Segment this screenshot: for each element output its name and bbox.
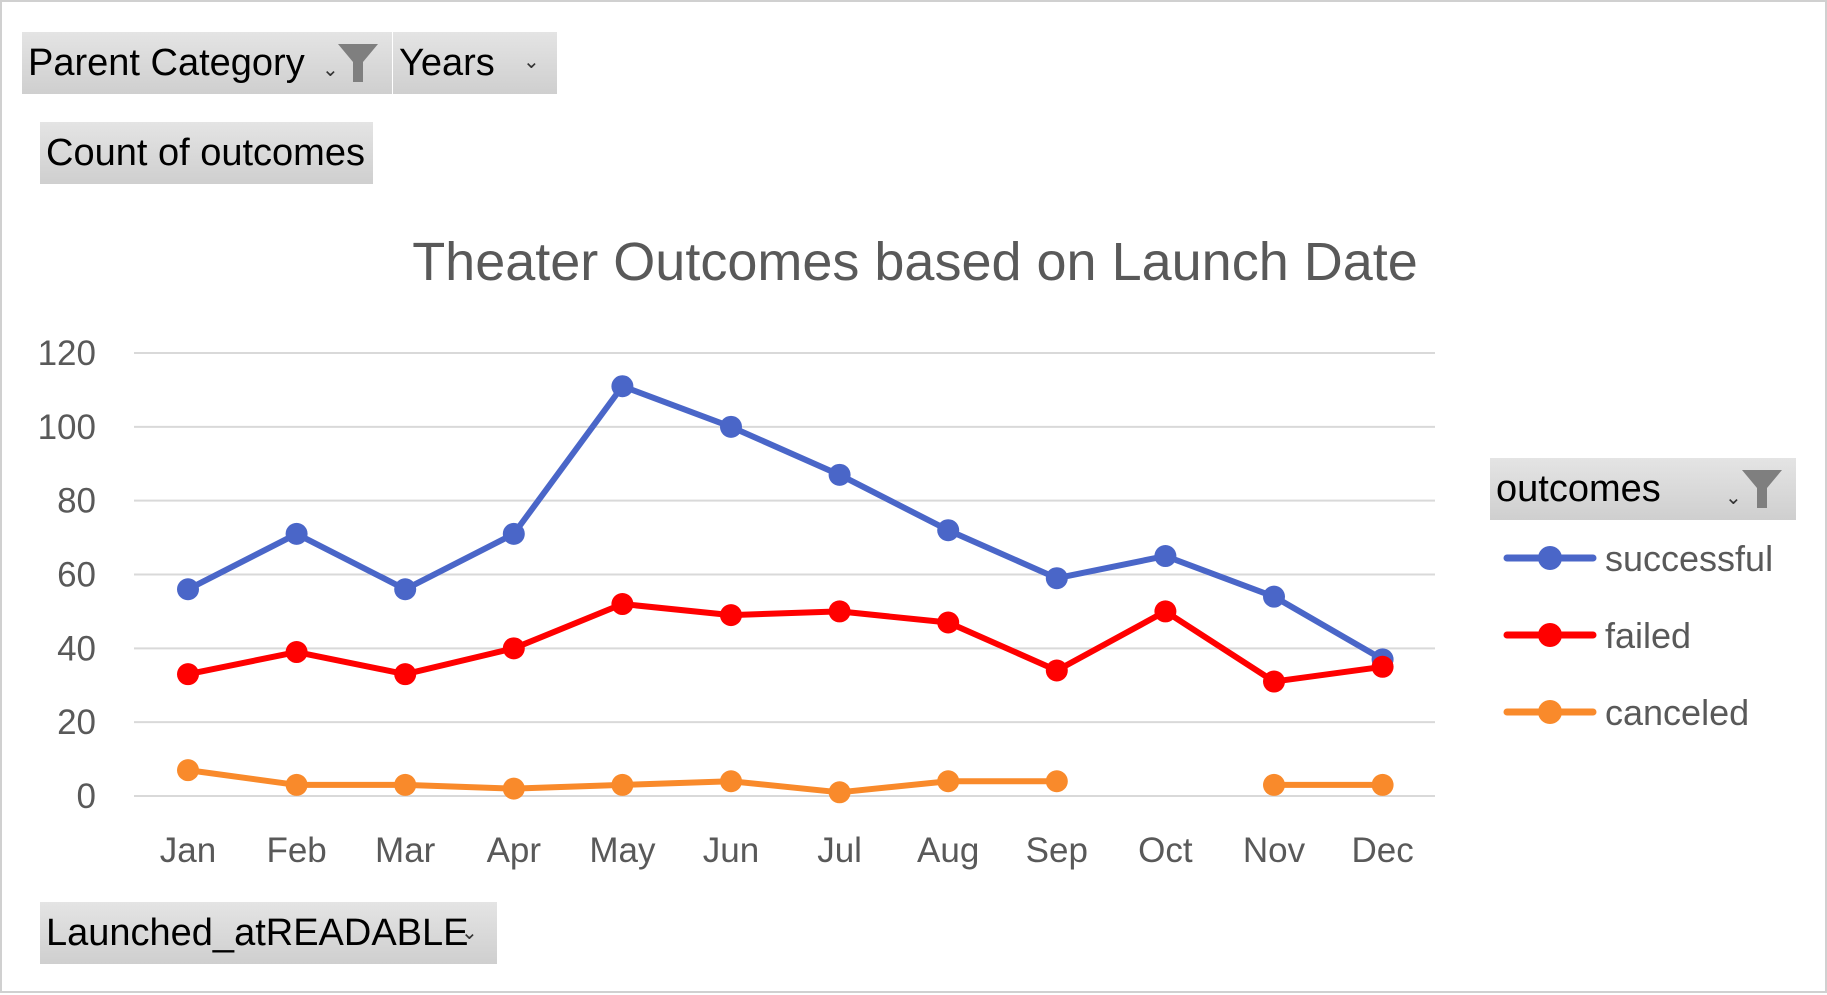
legend-entry-canceled: canceled — [1503, 692, 1749, 733]
data-point-canceled — [394, 773, 417, 796]
x-tick-label: May — [589, 831, 656, 870]
axis-field-button[interactable]: Launched_atREADABLE — [40, 902, 497, 964]
x-tick-label: Apr — [487, 831, 542, 870]
series-line-successful — [185, 383, 1386, 663]
parent-category-filter-button[interactable]: Parent Category — [22, 32, 392, 94]
years-label: Years — [399, 42, 495, 84]
filter-icon — [1742, 470, 1782, 508]
x-axis-tick-labels: Jan Feb Mar Apr May Jun Jul Aug Sep Oct Nov Dec — [160, 831, 1414, 870]
data-point-failed — [394, 663, 417, 686]
series-successful — [177, 375, 1394, 671]
dropdown-arrow-icon: ⌄ — [461, 922, 478, 944]
legend: successful failed canceled — [1503, 538, 1773, 733]
x-tick-label: Mar — [375, 831, 436, 870]
data-point-canceled — [502, 777, 525, 800]
y-tick-label: 20 — [57, 703, 96, 742]
data-point-canceled — [1263, 773, 1285, 796]
legend-entry-failed: failed — [1503, 615, 1691, 656]
data-point-failed — [720, 604, 742, 627]
x-tick-label: Oct — [1138, 831, 1193, 870]
data-point-failed — [1154, 600, 1177, 623]
legend-label: canceled — [1605, 692, 1749, 733]
data-point-failed — [828, 600, 851, 623]
data-point-canceled — [937, 770, 960, 793]
x-tick-label: Jan — [160, 831, 216, 870]
parent-category-label: Parent Category — [28, 42, 305, 84]
data-point-failed — [611, 593, 634, 616]
data-point-successful — [502, 522, 525, 545]
dropdown-arrow-icon: ⌄ — [523, 51, 540, 73]
y-tick-label: 120 — [38, 334, 96, 373]
years-field-button[interactable]: Years — [393, 32, 557, 94]
legend-entry-successful: successful — [1503, 538, 1773, 579]
y-tick-label: 100 — [38, 408, 96, 447]
data-point-canceled — [1045, 770, 1068, 793]
data-point-successful — [177, 578, 199, 601]
data-point-canceled — [1371, 773, 1394, 796]
value-field-button[interactable]: Count of outcomes — [40, 122, 373, 184]
x-tick-label: Aug — [917, 831, 979, 870]
series-failed — [177, 593, 1394, 693]
data-point-canceled — [828, 781, 851, 804]
gridlines — [134, 352, 1435, 797]
data-point-failed — [937, 611, 960, 634]
y-tick-label: 80 — [57, 482, 96, 521]
series-lines — [177, 375, 1394, 804]
legend-swatch-marker — [1538, 700, 1562, 724]
data-point-failed — [285, 641, 308, 664]
data-point-canceled — [285, 773, 308, 796]
data-point-successful — [828, 463, 851, 486]
data-point-failed — [1263, 670, 1285, 693]
x-tick-label: Dec — [1351, 831, 1413, 870]
dropdown-arrow-icon: ⌄ — [1725, 487, 1742, 509]
x-tick-label: Sep — [1026, 831, 1088, 870]
data-point-failed — [1371, 655, 1394, 678]
data-point-failed — [1045, 659, 1068, 682]
legend-label: successful — [1605, 538, 1773, 579]
data-point-successful — [611, 375, 634, 398]
data-point-canceled — [611, 773, 634, 796]
dropdown-arrow-icon: ⌄ — [322, 59, 339, 81]
data-point-failed — [177, 663, 199, 686]
x-tick-label: Feb — [266, 831, 326, 870]
data-point-successful — [720, 415, 742, 438]
x-tick-label: Jun — [703, 831, 759, 870]
outcomes-field-button[interactable]: outcomes — [1490, 458, 1796, 520]
y-tick-label: 40 — [57, 629, 96, 668]
data-point-successful — [937, 519, 960, 542]
data-point-successful — [285, 522, 308, 545]
data-point-successful — [394, 578, 417, 601]
series-canceled — [177, 759, 1394, 804]
data-point-canceled — [720, 770, 742, 793]
data-point-canceled — [177, 759, 199, 782]
x-tick-label: Jul — [817, 831, 862, 870]
filter-icon — [338, 44, 378, 82]
legend-swatch-marker — [1538, 623, 1562, 647]
x-tick-label: Nov — [1243, 831, 1306, 870]
data-point-successful — [1263, 585, 1285, 608]
data-point-failed — [502, 637, 525, 660]
y-axis-tick-labels: 0 20 40 60 80 100 120 — [38, 334, 96, 816]
axis-field-label: Launched_atREADABLE — [46, 912, 469, 954]
outcomes-label: outcomes — [1496, 468, 1661, 510]
data-point-successful — [1154, 545, 1177, 568]
legend-swatch-marker — [1538, 546, 1562, 570]
y-tick-label: 0 — [77, 777, 96, 816]
y-tick-label: 60 — [57, 556, 96, 595]
legend-label: failed — [1605, 615, 1691, 656]
chart-title: Theater Outcomes based on Launch Date — [412, 232, 1418, 292]
series-line-failed — [185, 601, 1386, 685]
data-point-successful — [1045, 567, 1068, 590]
value-field-label: Count of outcomes — [46, 132, 365, 174]
